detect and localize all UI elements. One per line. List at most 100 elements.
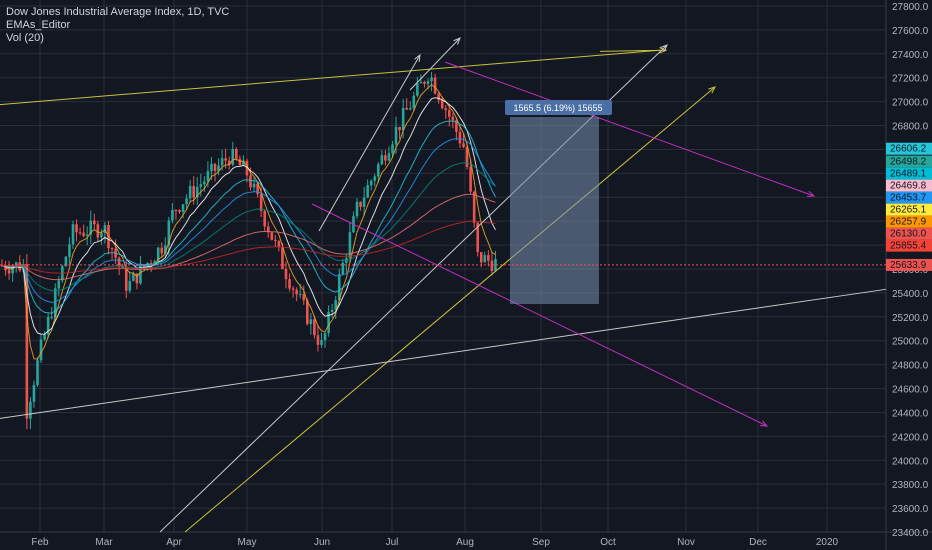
candle-body xyxy=(341,262,345,275)
candle-body xyxy=(309,319,313,325)
y-tick-label: 24600.0 xyxy=(892,385,929,396)
candle-body xyxy=(384,155,387,161)
candle-body xyxy=(362,197,366,207)
candle-body xyxy=(391,144,394,154)
price-label-tag xyxy=(886,167,932,180)
candle-body xyxy=(149,262,153,264)
candle-body xyxy=(306,300,309,325)
candle-body xyxy=(124,267,128,291)
candle-body xyxy=(181,204,185,212)
candle-body xyxy=(412,95,416,109)
y-tick-label: 24200.0 xyxy=(892,432,929,443)
candle-body xyxy=(164,245,167,254)
candle-body xyxy=(203,181,206,185)
candle-body xyxy=(82,232,85,236)
price-label-text: 26130.0 xyxy=(890,229,927,240)
candle-body xyxy=(494,259,497,271)
candle-body xyxy=(167,220,171,246)
candle-body xyxy=(320,340,323,345)
candle-body xyxy=(423,81,426,84)
candle-body xyxy=(192,185,195,198)
price-label-text: 25633.9 xyxy=(890,260,927,271)
y-tick-label: 25000.0 xyxy=(892,337,929,348)
candle-body xyxy=(249,175,252,188)
candle-body xyxy=(110,248,114,250)
trendline-channel-bottom xyxy=(311,203,768,427)
ema-line xyxy=(1,120,496,314)
candle-body xyxy=(359,201,362,207)
y-tick-label: 27600.0 xyxy=(892,26,929,37)
candle-body xyxy=(337,274,341,301)
ema-line xyxy=(2,220,496,274)
candle-body xyxy=(242,160,245,166)
candle-body xyxy=(188,185,192,199)
x-tick-label: Apr xyxy=(166,537,182,548)
candle-body xyxy=(394,126,398,145)
candle-body xyxy=(153,261,156,264)
candle-body xyxy=(313,319,316,336)
rally-arrow-2-arrowhead xyxy=(453,37,461,45)
candle-body xyxy=(298,294,302,296)
candle-body xyxy=(245,160,249,176)
candle-body xyxy=(252,183,256,188)
measure-label-bg xyxy=(505,100,612,115)
candle-body xyxy=(462,143,465,148)
candle-body xyxy=(64,256,68,267)
candle-body xyxy=(135,273,139,284)
candle-body xyxy=(71,224,75,245)
x-tick-label: Dec xyxy=(749,537,767,548)
candle-body xyxy=(29,401,32,419)
y-tick-label: 24400.0 xyxy=(892,408,929,419)
legend: Dow Jones Industrial Average Index, 1D, … xyxy=(6,6,229,45)
candle-body xyxy=(377,164,380,177)
candle-body xyxy=(259,194,263,212)
candle-body xyxy=(46,317,50,335)
price-label-text: 26257.9 xyxy=(890,217,927,228)
trendline-support-white-arrowhead xyxy=(660,44,668,52)
candle-body xyxy=(455,120,458,132)
legend-title: Dow Jones Industrial Average Index, 1D, … xyxy=(6,6,230,18)
price-label-tag xyxy=(886,142,932,155)
candle-body xyxy=(426,81,430,84)
candle-body xyxy=(39,339,43,361)
price-label-text: 26606.2 xyxy=(890,144,927,155)
candle-body xyxy=(32,385,36,402)
candle-body xyxy=(4,265,7,271)
trendline-support-yellow-arrowhead xyxy=(708,86,716,94)
candle-body xyxy=(25,264,29,419)
trendline-resistance-arrow-arrowhead xyxy=(659,47,668,54)
candle-body xyxy=(53,288,57,318)
candle-body xyxy=(156,247,160,262)
candle-body xyxy=(277,241,281,248)
ema-line xyxy=(1,193,496,281)
candle-body xyxy=(316,335,320,345)
price-label-text: 26469.8 xyxy=(890,181,927,192)
candle-body xyxy=(355,201,359,217)
candle-body xyxy=(213,163,217,171)
candle-body xyxy=(7,270,11,274)
rally-arrow-1 xyxy=(318,54,421,232)
candle-body xyxy=(437,93,440,101)
y-tick-label: 25400.0 xyxy=(892,289,929,300)
y-tick-label: 27400.0 xyxy=(892,50,929,61)
measure-box xyxy=(510,117,599,304)
candle-body xyxy=(469,166,472,192)
candle-body xyxy=(270,232,274,240)
y-tick-label: 23800.0 xyxy=(892,480,929,491)
x-tick-label: Feb xyxy=(31,537,49,548)
candle-body xyxy=(178,210,181,212)
x-tick-label: May xyxy=(238,537,257,548)
x-tick-label: Jun xyxy=(314,537,330,548)
candle-body xyxy=(93,220,96,225)
price-label-text: 26489.1 xyxy=(890,169,927,180)
candle-body xyxy=(490,260,494,271)
candle-body xyxy=(458,131,462,144)
candle-body xyxy=(472,191,476,223)
x-tick-label: Mar xyxy=(95,537,113,548)
candle-body xyxy=(369,180,373,186)
candle-body xyxy=(419,81,423,84)
candle-body xyxy=(348,232,352,258)
candle-body xyxy=(85,234,89,236)
